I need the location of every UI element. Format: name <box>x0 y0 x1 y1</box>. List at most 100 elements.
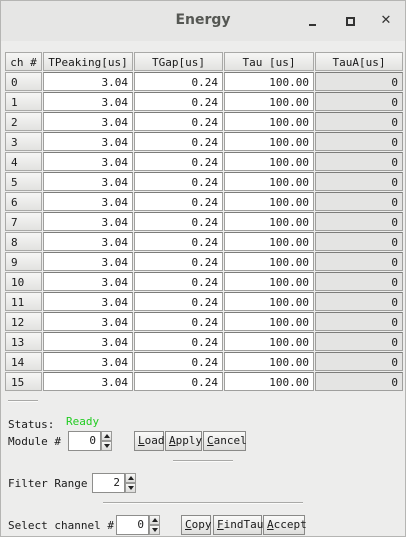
copy-button[interactable]: Copy <box>181 515 212 535</box>
tgap-cell[interactable]: 0.24 <box>134 92 223 111</box>
select-channel-decrement-button[interactable] <box>149 525 160 535</box>
row-header-ch[interactable]: 13 <box>5 332 42 351</box>
taua-cell: 0 <box>315 172 403 191</box>
module-spinbox[interactable]: 0 <box>68 431 113 451</box>
module-increment-button[interactable] <box>101 431 112 441</box>
tau-cell[interactable]: 100.00 <box>224 232 314 251</box>
tau-cell[interactable]: 100.00 <box>224 352 314 371</box>
row-header-ch[interactable]: 1 <box>5 92 42 111</box>
tpeaking-cell[interactable]: 3.04 <box>43 272 133 291</box>
tpeaking-cell[interactable]: 3.04 <box>43 312 133 331</box>
tpeaking-cell[interactable]: 3.04 <box>43 352 133 371</box>
tau-cell[interactable]: 100.00 <box>224 132 314 151</box>
select-channel-increment-button[interactable] <box>149 515 160 525</box>
cancel-button[interactable]: Cancel <box>203 431 247 451</box>
row-header-ch[interactable]: 7 <box>5 212 42 231</box>
tpeaking-cell[interactable]: 3.04 <box>43 252 133 271</box>
select-channel-input[interactable]: 0 <box>116 515 149 535</box>
tpeaking-cell[interactable]: 3.04 <box>43 292 133 311</box>
row-header-ch[interactable]: 15 <box>5 372 42 391</box>
taua-cell: 0 <box>315 352 403 371</box>
table-row: 8 3.04 0.24 100.00 0 <box>5 232 403 252</box>
filter-range-decrement-button[interactable] <box>125 483 136 493</box>
tau-cell[interactable]: 100.00 <box>224 92 314 111</box>
row-header-ch[interactable]: 11 <box>5 292 42 311</box>
tau-cell[interactable]: 100.00 <box>224 252 314 271</box>
row-header-ch[interactable]: 9 <box>5 252 42 271</box>
minimize-button[interactable] <box>302 10 324 32</box>
tau-cell[interactable]: 100.00 <box>224 192 314 211</box>
filter-range-increment-button[interactable] <box>125 473 136 483</box>
arrow-down-icon <box>152 528 158 532</box>
accept-label-mnemonic: A <box>267 518 274 531</box>
arrow-down-icon <box>104 444 110 448</box>
tgap-cell[interactable]: 0.24 <box>134 272 223 291</box>
tgap-cell[interactable]: 0.24 <box>134 132 223 151</box>
tgap-cell[interactable]: 0.24 <box>134 252 223 271</box>
close-button[interactable]: ✕ <box>375 10 397 32</box>
tpeaking-cell[interactable]: 3.04 <box>43 332 133 351</box>
select-channel-spinbox[interactable]: 0 <box>116 515 161 535</box>
tgap-cell[interactable]: 0.24 <box>134 352 223 371</box>
row-header-ch[interactable]: 4 <box>5 152 42 171</box>
status-label: Status: <box>8 418 55 431</box>
tpeaking-cell[interactable]: 3.04 <box>43 92 133 111</box>
copy-label-mnemonic: C <box>185 518 192 531</box>
column-header-tgap[interactable]: TGap[us] <box>134 52 223 71</box>
tgap-cell[interactable]: 0.24 <box>134 312 223 331</box>
tau-cell[interactable]: 100.00 <box>224 332 314 351</box>
filter-range-input[interactable]: 2 <box>92 473 125 493</box>
maximize-button[interactable] <box>339 10 361 32</box>
apply-button[interactable]: Apply <box>165 431 202 451</box>
accept-button[interactable]: Accept <box>263 515 307 535</box>
tpeaking-cell[interactable]: 3.04 <box>43 372 133 391</box>
tgap-cell[interactable]: 0.24 <box>134 172 223 191</box>
find-tau-button[interactable]: FindTau <box>213 515 263 535</box>
tgap-cell[interactable]: 0.24 <box>134 72 223 91</box>
tpeaking-cell[interactable]: 3.04 <box>43 132 133 151</box>
row-header-ch[interactable]: 5 <box>5 172 42 191</box>
row-header-ch[interactable]: 10 <box>5 272 42 291</box>
column-header-tpeaking[interactable]: TPeaking[us] <box>43 52 133 71</box>
tau-cell[interactable]: 100.00 <box>224 272 314 291</box>
row-header-ch[interactable]: 3 <box>5 132 42 151</box>
column-header-taua[interactable]: TauA[us] <box>315 52 403 71</box>
tau-cell[interactable]: 100.00 <box>224 292 314 311</box>
tgap-cell[interactable]: 0.24 <box>134 332 223 351</box>
module-decrement-button[interactable] <box>101 441 112 451</box>
row-header-ch[interactable]: 12 <box>5 312 42 331</box>
tgap-cell[interactable]: 0.24 <box>134 232 223 251</box>
tau-cell[interactable]: 100.00 <box>224 212 314 231</box>
filter-range-spinbox[interactable]: 2 <box>92 473 137 493</box>
row-header-ch[interactable]: 0 <box>5 72 42 91</box>
tgap-cell[interactable]: 0.24 <box>134 192 223 211</box>
load-label-post: oad <box>144 434 165 447</box>
tpeaking-cell[interactable]: 3.04 <box>43 212 133 231</box>
tau-cell[interactable]: 100.00 <box>224 152 314 171</box>
tau-cell[interactable]: 100.00 <box>224 112 314 131</box>
tgap-cell[interactable]: 0.24 <box>134 212 223 231</box>
tau-cell[interactable]: 100.00 <box>224 172 314 191</box>
tpeaking-cell[interactable]: 3.04 <box>43 232 133 251</box>
column-header-tau[interactable]: Tau [us] <box>224 52 314 71</box>
row-header-ch[interactable]: 14 <box>5 352 42 371</box>
tpeaking-cell[interactable]: 3.04 <box>43 192 133 211</box>
column-header-ch[interactable]: ch # <box>5 52 42 71</box>
row-header-ch[interactable]: 6 <box>5 192 42 211</box>
tgap-cell[interactable]: 0.24 <box>134 152 223 171</box>
tau-cell[interactable]: 100.00 <box>224 372 314 391</box>
tgap-cell[interactable]: 0.24 <box>134 372 223 391</box>
tgap-cell[interactable]: 0.24 <box>134 292 223 311</box>
title-bar: Energy ✕ <box>1 1 405 41</box>
load-button[interactable]: Load <box>134 431 165 451</box>
tau-cell[interactable]: 100.00 <box>224 312 314 331</box>
module-input[interactable]: 0 <box>68 431 101 451</box>
row-header-ch[interactable]: 2 <box>5 112 42 131</box>
tpeaking-cell[interactable]: 3.04 <box>43 72 133 91</box>
tgap-cell[interactable]: 0.24 <box>134 112 223 131</box>
tau-cell[interactable]: 100.00 <box>224 72 314 91</box>
tpeaking-cell[interactable]: 3.04 <box>43 152 133 171</box>
tpeaking-cell[interactable]: 3.04 <box>43 172 133 191</box>
row-header-ch[interactable]: 8 <box>5 232 42 251</box>
tpeaking-cell[interactable]: 3.04 <box>43 112 133 131</box>
